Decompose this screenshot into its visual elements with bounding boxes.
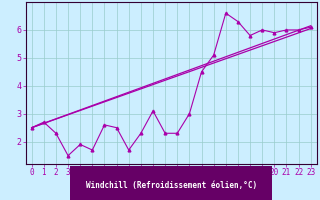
X-axis label: Windchill (Refroidissement éolien,°C): Windchill (Refroidissement éolien,°C) [86,181,257,190]
